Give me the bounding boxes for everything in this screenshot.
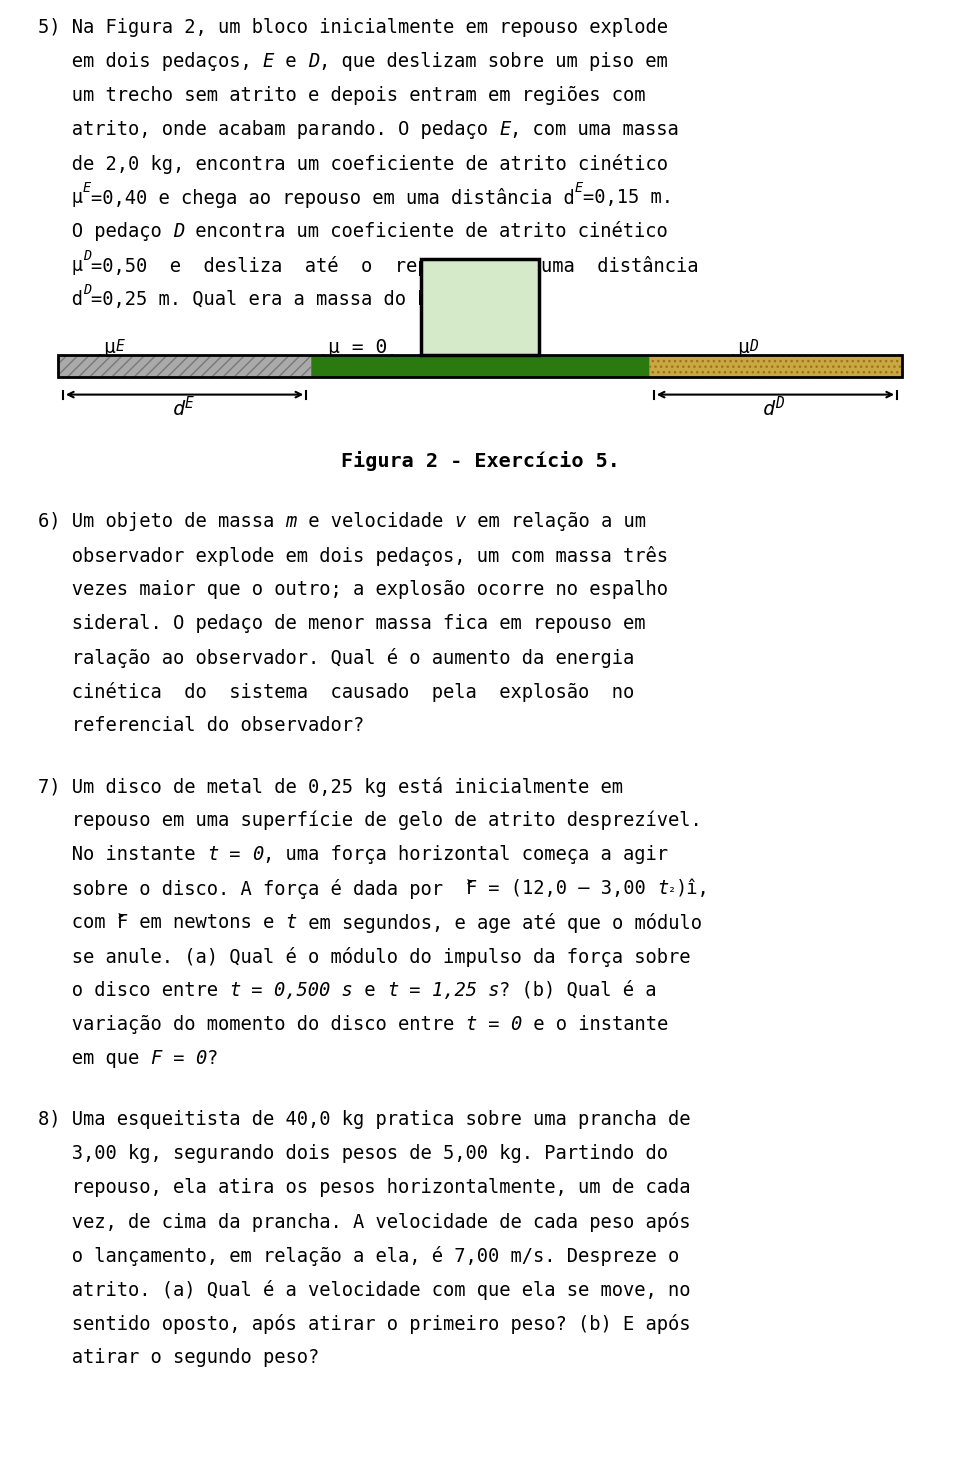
- Text: μ: μ: [104, 338, 115, 357]
- Text: um trecho sem atrito e depois entram em regiões com: um trecho sem atrito e depois entram em …: [38, 86, 645, 105]
- Text: com: com: [38, 912, 117, 932]
- Text: =0,40 e chega ao repouso em uma distância d: =0,40 e chega ao repouso em uma distânci…: [91, 188, 575, 207]
- Text: F: F: [466, 880, 477, 897]
- Text: e: e: [353, 980, 387, 1000]
- Text: d: d: [38, 290, 83, 310]
- Text: o disco entre: o disco entre: [38, 980, 229, 1000]
- Text: repouso em uma superfície de gelo de atrito desprezível.: repouso em uma superfície de gelo de atr…: [38, 812, 702, 831]
- Text: =: =: [241, 980, 275, 1000]
- Text: 0: 0: [196, 1049, 206, 1068]
- Text: ²: ²: [668, 886, 676, 900]
- Text: =0,25 m. Qual era a massa do bloco?: =0,25 m. Qual era a massa do bloco?: [91, 290, 485, 310]
- Bar: [58, 354, 311, 376]
- Bar: [649, 354, 902, 376]
- Text: E: E: [263, 52, 275, 71]
- Text: , com uma massa: , com uma massa: [511, 120, 680, 139]
- Text: E: E: [575, 181, 583, 194]
- Text: e velocidade: e velocidade: [297, 512, 454, 530]
- Text: D: D: [308, 52, 320, 71]
- Text: e: e: [275, 52, 308, 71]
- Bar: [420, 259, 540, 354]
- Text: em dois pedaços,: em dois pedaços,: [38, 52, 263, 71]
- Bar: [58, 354, 902, 376]
- Text: =: =: [398, 980, 432, 1000]
- Text: D: D: [749, 339, 758, 354]
- Text: F: F: [151, 1049, 161, 1068]
- Text: t: t: [387, 980, 398, 1000]
- Text: )î,: )î,: [676, 880, 709, 897]
- Text: , uma força horizontal começa a agir: , uma força horizontal começa a agir: [263, 846, 668, 863]
- Bar: [311, 354, 649, 376]
- Text: μ: μ: [737, 338, 750, 357]
- Text: v: v: [454, 512, 466, 530]
- Bar: [649, 354, 902, 376]
- Text: E: E: [184, 395, 193, 410]
- Text: 1,25 s: 1,25 s: [432, 980, 499, 1000]
- Text: 7) Um disco de metal de 0,25 kg está inicialmente em: 7) Um disco de metal de 0,25 kg está ini…: [38, 778, 623, 797]
- Text: E: E: [499, 120, 511, 139]
- Text: 8) Uma esqueitista de 40,0 kg pratica sobre uma prancha de: 8) Uma esqueitista de 40,0 kg pratica so…: [38, 1111, 690, 1129]
- Text: E: E: [83, 181, 91, 194]
- Text: =0,50  e  desliza  até  o  repouso  em  uma  distância: =0,50 e desliza até o repouso em uma dis…: [91, 256, 699, 275]
- Bar: [58, 354, 311, 376]
- Text: d: d: [173, 400, 184, 419]
- Text: atrito. (a) Qual é a velocidade com que ela se move, no: atrito. (a) Qual é a velocidade com que …: [38, 1280, 690, 1300]
- Text: em segundos, e age até que o módulo: em segundos, e age até que o módulo: [297, 912, 702, 933]
- Text: se anule. (a) Qual é o módulo do impulso da força sobre: se anule. (a) Qual é o módulo do impulso…: [38, 946, 690, 967]
- Text: t: t: [466, 1014, 477, 1034]
- Text: = (12,0 – 3,00: = (12,0 – 3,00: [477, 880, 657, 897]
- Text: 0: 0: [252, 846, 263, 863]
- Text: t: t: [285, 912, 297, 932]
- Text: ? (b) Qual é a: ? (b) Qual é a: [499, 980, 657, 1000]
- Text: μ: μ: [38, 256, 83, 275]
- Text: e o instante: e o instante: [521, 1014, 668, 1034]
- Text: 6) Um objeto de massa: 6) Um objeto de massa: [38, 512, 285, 530]
- Text: em newtons e: em newtons e: [128, 912, 285, 932]
- Text: atirar o segundo peso?: atirar o segundo peso?: [38, 1348, 320, 1367]
- Text: , que deslizam sobre um piso em: , que deslizam sobre um piso em: [320, 52, 668, 71]
- Text: 5) Na Figura 2, um bloco inicialmente em repouso explode: 5) Na Figura 2, um bloco inicialmente em…: [38, 18, 668, 37]
- Text: cinética  do  sistema  causado  pela  explosão  no: cinética do sistema causado pela explosã…: [38, 681, 635, 702]
- Text: μ = 0: μ = 0: [328, 338, 388, 357]
- Text: ?: ?: [206, 1049, 218, 1068]
- Text: 3,00 kg, segurando dois pesos de 5,00 kg. Partindo do: 3,00 kg, segurando dois pesos de 5,00 kg…: [38, 1145, 668, 1163]
- Text: vez, de cima da prancha. A velocidade de cada peso após: vez, de cima da prancha. A velocidade de…: [38, 1213, 690, 1232]
- Text: t: t: [229, 980, 241, 1000]
- Text: observador explode em dois pedaços, um com massa três: observador explode em dois pedaços, um c…: [38, 546, 668, 566]
- Text: referencial do observador?: referencial do observador?: [38, 715, 364, 735]
- Text: ralação ao observador. Qual é o aumento da energia: ralação ao observador. Qual é o aumento …: [38, 647, 635, 668]
- Text: 0,500 s: 0,500 s: [275, 980, 353, 1000]
- Text: vezes maior que o outro; a explosão ocorre no espalho: vezes maior que o outro; a explosão ocor…: [38, 579, 668, 598]
- Text: d: d: [763, 400, 776, 419]
- Text: 0: 0: [511, 1014, 521, 1034]
- Text: No instante: No instante: [38, 846, 206, 863]
- Text: encontra um coeficiente de atrito cinético: encontra um coeficiente de atrito cinéti…: [184, 222, 668, 241]
- Text: sentido oposto, após atirar o primeiro peso? (b) E após: sentido oposto, após atirar o primeiro p…: [38, 1314, 690, 1334]
- Text: t: t: [657, 880, 668, 897]
- Text: D: D: [83, 283, 91, 296]
- Text: m: m: [285, 512, 297, 530]
- Text: D: D: [83, 249, 91, 262]
- Text: variação do momento do disco entre: variação do momento do disco entre: [38, 1014, 466, 1034]
- Text: de 2,0 kg, encontra um coeficiente de atrito cinético: de 2,0 kg, encontra um coeficiente de at…: [38, 154, 668, 173]
- Text: D: D: [776, 395, 784, 410]
- Text: repouso, ela atira os pesos horizontalmente, um de cada: repouso, ela atira os pesos horizontalme…: [38, 1179, 690, 1197]
- Text: atrito, onde acabam parando. O pedaço: atrito, onde acabam parando. O pedaço: [38, 120, 499, 139]
- Text: =0,15 m.: =0,15 m.: [583, 188, 673, 207]
- Text: μ: μ: [38, 188, 83, 207]
- Text: D: D: [173, 222, 184, 241]
- Text: sideral. O pedaço de menor massa fica em repouso em: sideral. O pedaço de menor massa fica em…: [38, 613, 645, 632]
- Text: F: F: [117, 912, 128, 932]
- Text: =: =: [161, 1049, 196, 1068]
- Text: sobre o disco. A força é dada por: sobre o disco. A força é dada por: [38, 880, 466, 899]
- Text: o lançamento, em relação a ela, é 7,00 m/s. Despreze o: o lançamento, em relação a ela, é 7,00 m…: [38, 1246, 680, 1266]
- Text: O pedaço: O pedaço: [38, 222, 173, 241]
- Text: t: t: [206, 846, 218, 863]
- Text: E: E: [115, 339, 124, 354]
- Text: Figura 2 - Exercício 5.: Figura 2 - Exercício 5.: [341, 450, 619, 471]
- Text: em relação a um: em relação a um: [466, 512, 645, 530]
- Text: =: =: [218, 846, 252, 863]
- Text: =: =: [477, 1014, 511, 1034]
- Text: em que: em que: [38, 1049, 151, 1068]
